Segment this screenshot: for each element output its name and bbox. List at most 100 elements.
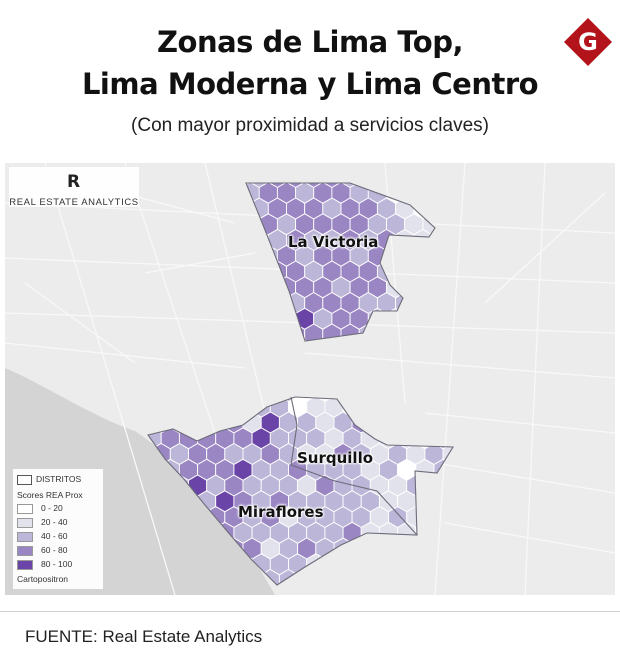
score-hexagon [342,553,362,576]
score-hexagon [395,183,415,189]
score-hexagon [276,307,297,330]
score-hexagon [148,397,162,418]
score-hexagon [169,397,189,403]
score-hexagon [333,568,353,585]
score-hexagon [258,276,278,299]
score-hexagon [148,397,153,403]
score-hexagon [249,260,269,283]
score-hexagon [178,397,199,418]
score-hexagon [351,537,371,560]
legend-class-2: 20 - 40 [17,517,67,528]
score-hexagon [395,260,415,283]
score-hexagon [413,260,433,283]
score-hexagon [324,553,344,576]
score-hexagon [267,323,287,341]
label-la-victoria: La Victoria [288,233,379,251]
score-hexagon [215,397,235,418]
score-hexagon [188,411,208,434]
score-hexagon [246,213,260,236]
district-outline-icon [17,474,32,485]
score-hexagon [246,228,251,252]
score-hexagon [404,183,424,204]
score-hexagon [258,307,278,330]
score-hexagon [369,537,389,560]
legend-swatch [17,531,33,542]
subtitle: (Con mayor proximidad a servicios claves… [131,115,489,136]
score-hexagon [433,521,453,544]
map-canvas [5,163,615,595]
rea-watermark: R REAL ESTATE ANALYTICS [9,167,139,208]
score-hexagon [397,521,417,544]
score-hexagon [424,537,444,560]
label-miraflores: Miraflores [238,503,324,521]
score-hexagon [249,323,269,341]
score-hexagon [415,521,435,544]
score-hexagon [224,397,244,403]
score-hexagon [442,474,453,497]
score-hexagon [422,276,435,299]
map-legend: DISTRITOS Scores REA Prox 0 - 20 20 - 40… [13,469,103,589]
score-hexagon [360,397,380,418]
score-hexagon [206,397,226,403]
score-hexagon [315,568,335,585]
title-line-1: Zonas de Lima Top, [157,25,463,59]
score-hexagon [267,291,287,315]
score-hexagon [351,397,371,403]
score-hexagon [422,244,435,267]
legend-title: Scores REA Prox [17,490,83,500]
score-hexagon [406,537,426,560]
score-hexagon [378,521,399,544]
score-hexagon [246,197,251,220]
score-hexagon [415,553,435,576]
score-hexagon [160,397,180,418]
score-hexagon [413,291,433,315]
score-hexagon [376,323,397,341]
score-hexagon [148,411,153,434]
legend-class-3: 40 - 60 [17,531,67,542]
score-hexagon [249,291,269,315]
la-victoria-hexgrid [246,183,435,341]
score-hexagon [424,474,444,497]
rea-logo-icon: R [67,172,81,192]
source-footer: FUENTE: Real Estate Analytics [0,611,620,646]
score-hexagon [246,276,260,299]
map: R REAL ESTATE ANALYTICS La Victoria Surq… [5,163,615,595]
legend-swatch [17,517,33,528]
title-line-2: Lima Moderna y Lima Centro [81,67,539,101]
svg-text:G: G [578,28,598,56]
legend-distritos: DISTRITOS [17,474,81,485]
score-hexagon [378,397,399,418]
brand-logo-icon: G [564,18,612,66]
surquillo-miraflores-divider [290,396,418,536]
score-hexagon [333,397,353,403]
score-hexagon [397,397,417,418]
score-hexagon [369,411,389,434]
score-hexagon [297,568,317,585]
score-hexagon [413,183,433,189]
legend-class-5: 80 - 100 [17,559,72,570]
score-hexagon [415,490,435,513]
legend-swatch [17,559,33,570]
score-hexagon [433,490,453,513]
score-hexagon [442,537,453,560]
score-hexagon [433,427,453,450]
score-hexagon [388,411,408,434]
legend-swatch [17,503,33,514]
score-hexagon [442,397,453,403]
score-hexagon [358,183,378,189]
score-hexagon [406,397,426,403]
score-hexagon [406,411,426,434]
basemap-credit: Cartopositron [17,574,69,584]
header: Zonas de Lima Top, Lima Moderna y Lima C… [0,0,620,160]
score-hexagon [351,568,371,585]
source-text: FUENTE: Real Estate Analytics [25,627,263,646]
score-hexagon [378,553,399,576]
score-hexagon [386,244,406,267]
score-hexagon [246,244,260,267]
score-hexagon [406,568,426,585]
score-hexagon [260,397,280,403]
score-hexagon [424,397,444,403]
score-hexagon [233,397,253,418]
score-hexagon [404,244,424,267]
legend-class-4: 60 - 80 [17,545,67,556]
